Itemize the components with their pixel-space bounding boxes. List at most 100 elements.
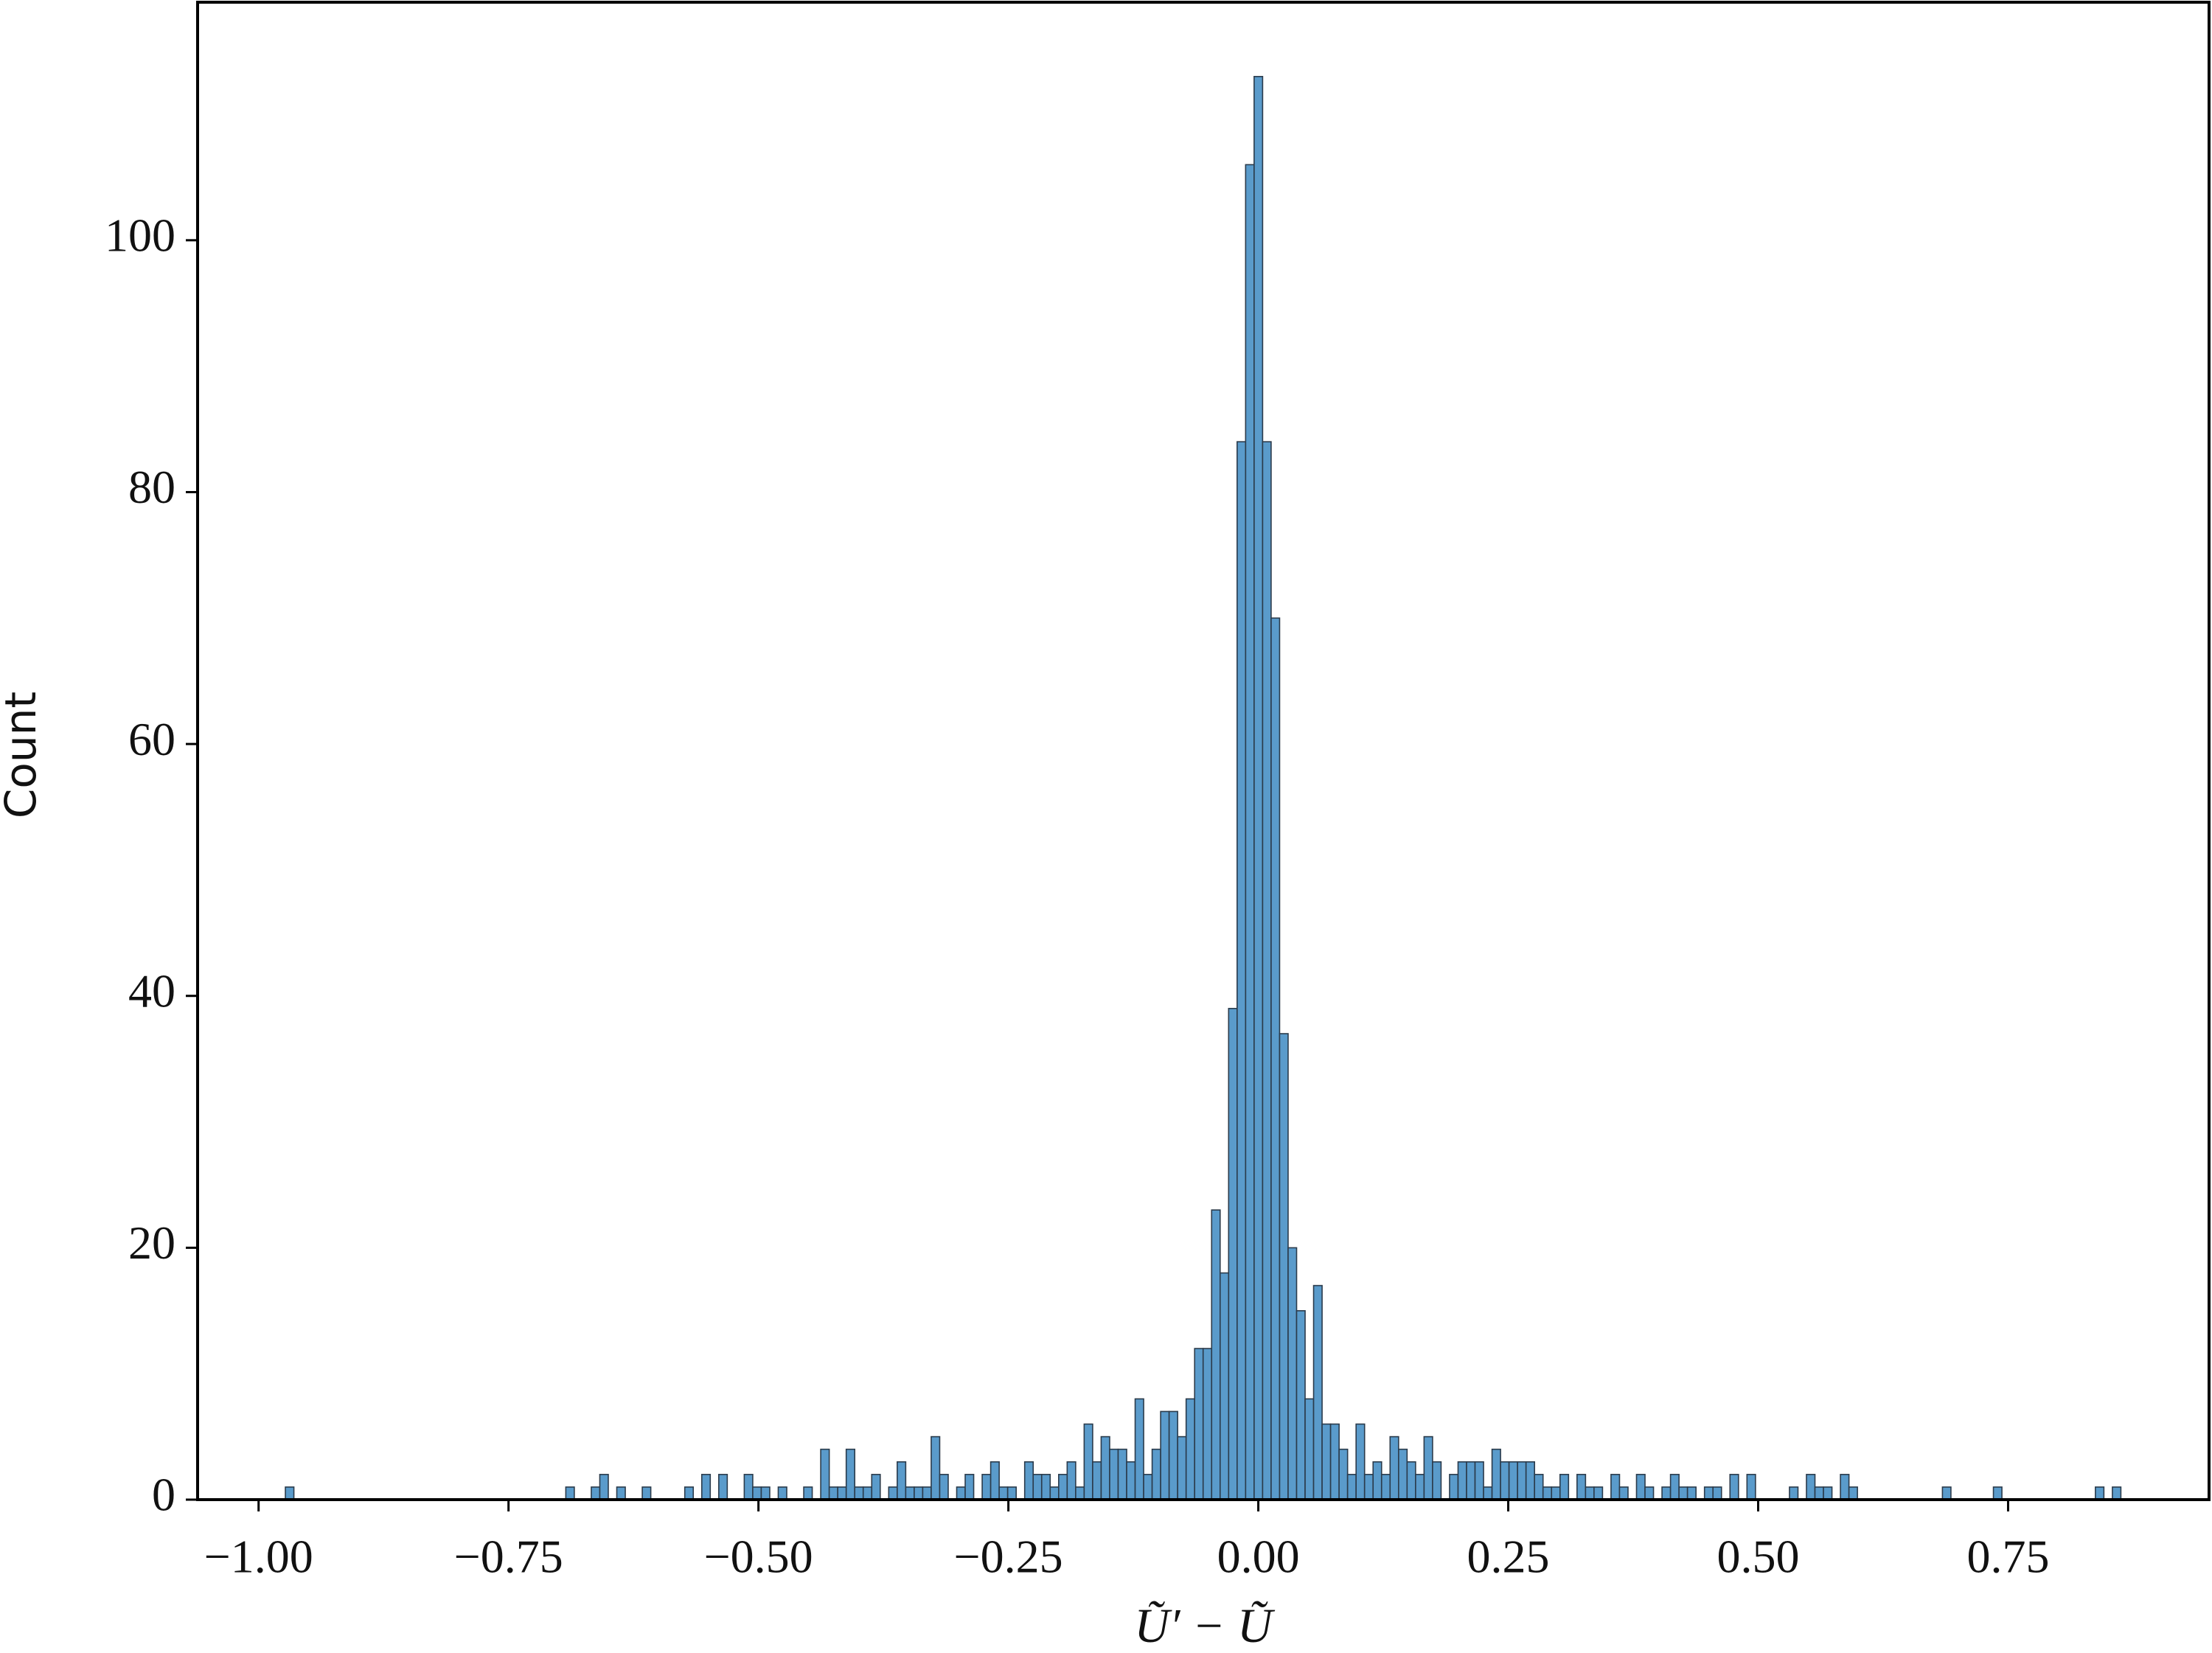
bar xyxy=(1134,1398,1144,1500)
bar xyxy=(1712,1486,1722,1500)
bar xyxy=(1678,1486,1688,1500)
bar xyxy=(871,1474,881,1500)
bar xyxy=(1211,1209,1221,1500)
bar xyxy=(1517,1461,1527,1500)
bar xyxy=(599,1474,609,1500)
bar xyxy=(1551,1486,1561,1500)
bar xyxy=(1941,1486,1952,1500)
bar xyxy=(939,1474,949,1500)
x-tick-label: −0.75 xyxy=(454,1531,563,1583)
bar xyxy=(1644,1486,1655,1500)
bar xyxy=(820,1448,830,1500)
bar xyxy=(837,1486,847,1500)
bar xyxy=(1040,1474,1051,1500)
bar xyxy=(1466,1461,1476,1500)
bar xyxy=(1312,1284,1323,1500)
bar xyxy=(1279,1033,1289,1500)
bar xyxy=(1253,75,1264,1500)
bar xyxy=(1669,1474,1680,1500)
bar xyxy=(1474,1461,1484,1500)
bar xyxy=(684,1486,695,1500)
bar xyxy=(1508,1461,1518,1500)
y-tick-label: 60 xyxy=(128,713,175,765)
bar xyxy=(981,1474,992,1500)
bar xyxy=(1585,1486,1595,1500)
x-tick-label: −0.25 xyxy=(954,1531,1063,1583)
bar xyxy=(1483,1486,1493,1500)
bar xyxy=(1083,1423,1093,1500)
bar xyxy=(1058,1474,1068,1500)
bar xyxy=(1270,617,1281,1500)
bar xyxy=(1168,1410,1178,1500)
bar xyxy=(1151,1448,1161,1500)
bar xyxy=(1100,1436,1110,1500)
x-tick-label: 0.00 xyxy=(1217,1531,1300,1583)
bar xyxy=(998,1486,1009,1500)
bar xyxy=(1262,441,1272,1500)
bar xyxy=(1848,1486,1858,1500)
bar xyxy=(760,1486,771,1500)
bar xyxy=(285,1486,295,1500)
x-axis-label: Ũ′ − Ũ xyxy=(1134,1599,1276,1653)
plot-frame xyxy=(196,1,2211,1501)
bar xyxy=(1703,1486,1714,1500)
bar xyxy=(1372,1461,1382,1500)
bar xyxy=(914,1486,924,1500)
bar xyxy=(1321,1423,1332,1500)
y-axis-label: Count xyxy=(0,692,46,818)
bar xyxy=(922,1486,932,1500)
bar xyxy=(752,1486,762,1500)
bar xyxy=(1355,1423,1366,1500)
bar xyxy=(1032,1474,1043,1500)
bar xyxy=(1389,1436,1399,1500)
bar xyxy=(828,1486,838,1500)
bar xyxy=(1006,1486,1017,1500)
x-tick-label: 0.75 xyxy=(1966,1531,2049,1583)
bar xyxy=(1746,1474,1756,1500)
bar xyxy=(1380,1474,1391,1500)
bar xyxy=(1415,1474,1425,1500)
bar xyxy=(1661,1486,1672,1500)
bar xyxy=(1185,1398,1196,1500)
bar xyxy=(956,1486,966,1500)
bar xyxy=(1806,1474,1816,1500)
bar xyxy=(1423,1436,1433,1500)
bar xyxy=(1610,1474,1621,1500)
x-tick-label: −1.00 xyxy=(204,1531,313,1583)
bar xyxy=(1092,1461,1102,1500)
bar xyxy=(1534,1474,1544,1500)
bar xyxy=(931,1436,941,1500)
bar xyxy=(1023,1461,1034,1500)
bar xyxy=(2112,1486,2122,1500)
bar xyxy=(1177,1436,1187,1500)
bar xyxy=(1237,441,1247,1500)
bar xyxy=(1406,1461,1416,1500)
bar xyxy=(1686,1486,1697,1500)
bar xyxy=(1840,1474,1850,1500)
bar xyxy=(803,1486,813,1500)
bar xyxy=(1491,1448,1501,1500)
bar xyxy=(1593,1486,1604,1500)
bar xyxy=(1729,1474,1739,1500)
bar xyxy=(1338,1448,1349,1500)
bar xyxy=(1304,1398,1315,1500)
bar xyxy=(2095,1486,2105,1500)
bar xyxy=(1295,1309,1306,1500)
bar xyxy=(777,1486,787,1500)
bar xyxy=(616,1486,626,1500)
bar xyxy=(990,1461,1000,1500)
x-tick-label: 0.50 xyxy=(1717,1531,1800,1583)
bar xyxy=(897,1461,907,1500)
bar xyxy=(888,1486,898,1500)
bar xyxy=(1576,1474,1587,1500)
bar xyxy=(565,1486,575,1500)
bar xyxy=(1219,1272,1230,1500)
bar xyxy=(1117,1448,1127,1500)
y-tick-label: 20 xyxy=(128,1217,175,1269)
bar xyxy=(1049,1486,1060,1500)
bar xyxy=(1287,1247,1298,1500)
bar xyxy=(1814,1486,1824,1500)
bar xyxy=(700,1474,712,1500)
